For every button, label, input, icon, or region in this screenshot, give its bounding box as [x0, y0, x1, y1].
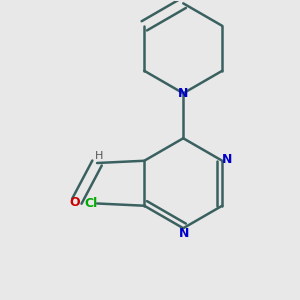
Text: Cl: Cl — [84, 197, 98, 210]
Text: N: N — [179, 227, 190, 240]
Text: O: O — [70, 196, 80, 209]
Text: H: H — [94, 152, 103, 161]
Text: N: N — [178, 87, 188, 100]
Text: N: N — [222, 153, 232, 166]
